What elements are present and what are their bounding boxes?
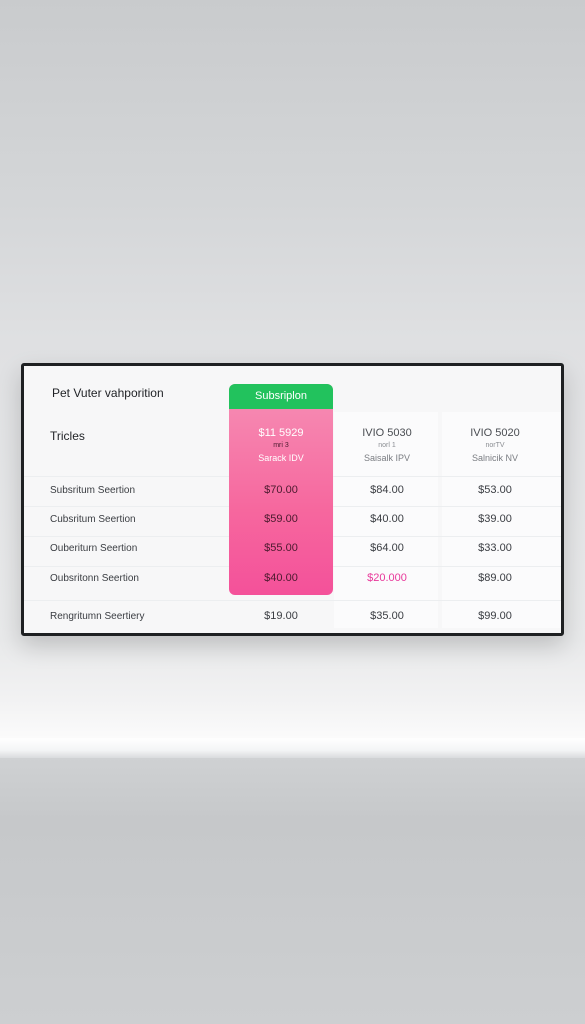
- table-cell: $64.00: [370, 542, 404, 554]
- table-cell: $84.00: [370, 484, 404, 496]
- table-cell: $40.00: [264, 572, 298, 584]
- comparison-table: Subsriplon Pet Vuter vahporition Tricles…: [24, 366, 561, 633]
- table-cell: $70.00: [264, 484, 298, 496]
- plan-3-sub: norTV: [485, 442, 505, 449]
- row-label: Ouberiturn Seertion: [50, 543, 138, 554]
- tricles-label: Tricles: [50, 429, 85, 443]
- tv-screen-frame: Subsriplon Pet Vuter vahporition Tricles…: [21, 363, 564, 636]
- row-label: Oubsritonn Seertion: [50, 573, 139, 584]
- table-title: Pet Vuter vahporition: [52, 386, 164, 400]
- table-cell: $99.00: [478, 610, 512, 622]
- table-cell: $89.00: [478, 572, 512, 584]
- plan-1-sub: mri 3: [273, 442, 289, 449]
- table-cell: $53.00: [478, 484, 512, 496]
- table-cell-highlighted: $20.000: [367, 572, 407, 584]
- plan-3-meta: Salnicik NV: [471, 453, 518, 463]
- table-cell: $39.00: [478, 513, 512, 525]
- plan-2-meta: Saisalk IPV: [363, 453, 411, 463]
- plan-column-3-bg: [442, 412, 561, 628]
- row-label: Rengritumn Seertiery: [50, 611, 145, 622]
- plan-3-name: IVIO 5020: [470, 427, 520, 439]
- plan-1-name: $11 5929: [258, 427, 304, 439]
- row-divider: [24, 600, 561, 601]
- row-label: Subsritum Seertion: [50, 485, 136, 496]
- table-cell: $35.00: [370, 610, 404, 622]
- table-cell: $55.00: [264, 542, 298, 554]
- plan-1-meta: Sarack IDV: [258, 453, 304, 463]
- plan-2-name: IVIO 5030: [362, 427, 412, 439]
- subscription-badge[interactable]: Subsriplon: [229, 384, 333, 409]
- plan-column-2-bg: [334, 412, 438, 628]
- row-label: Cubsritum Seertion: [50, 514, 136, 525]
- table-cell: $40.00: [370, 513, 404, 525]
- table-cell: $59.00: [264, 513, 298, 525]
- highlighted-plan-column[interactable]: Subsriplon: [229, 384, 333, 595]
- shelf-ledge: [0, 738, 585, 758]
- table-cell: $33.00: [478, 542, 512, 554]
- table-cell: $19.00: [264, 610, 298, 622]
- plan-2-sub: norl 1: [378, 442, 396, 449]
